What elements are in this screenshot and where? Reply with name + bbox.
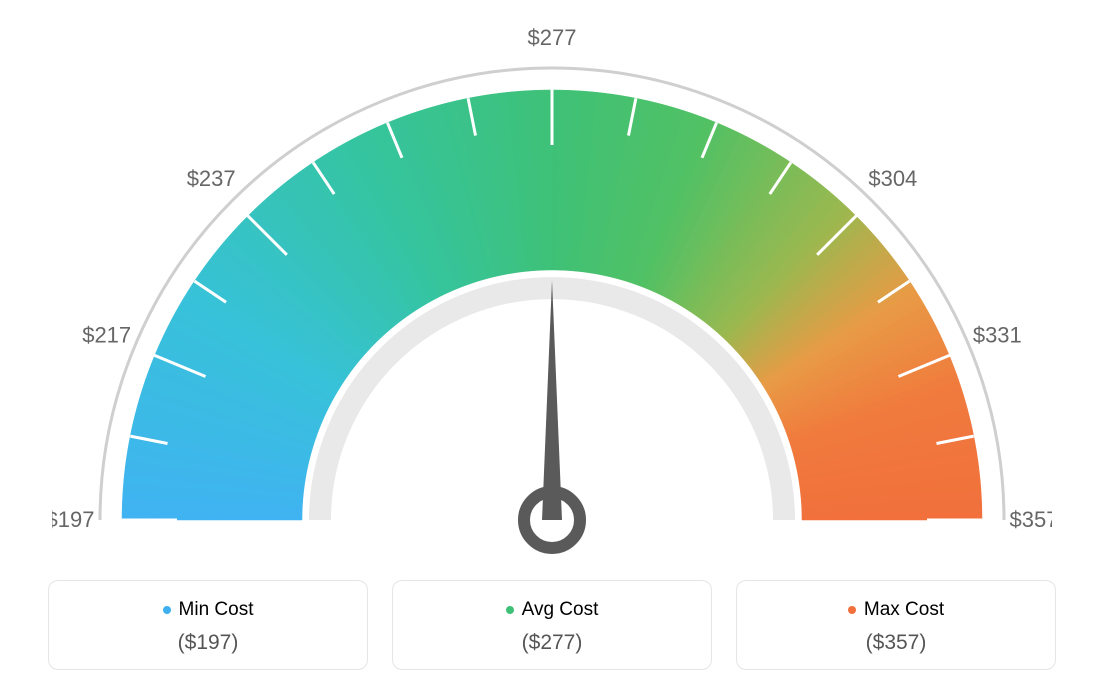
cost-gauge-chart: $197 $217 $237 $277 $304 $331 $357 [52, 20, 1052, 580]
legend-box-avg: Avg Cost ($277) [392, 580, 712, 670]
legend-value-min: ($197) [59, 631, 357, 655]
gauge-svg: $197 $217 $237 $277 $304 $331 $357 [52, 20, 1052, 580]
gauge-tick-label: $197 [52, 507, 94, 532]
gauge-tick-label: $277 [528, 25, 577, 50]
legend-label-max: Max Cost [848, 599, 944, 621]
legend-dot-avg [506, 606, 514, 614]
legend-label-min: Min Cost [163, 599, 254, 621]
legend-dot-min [163, 606, 171, 614]
gauge-tick-label: $217 [82, 323, 131, 348]
legend-box-max: Max Cost ($357) [736, 580, 1056, 670]
gauge-needle [542, 280, 562, 520]
legend-text-min: Min Cost [179, 599, 254, 621]
legend-text-avg: Avg Cost [522, 599, 599, 621]
legend-value-max: ($357) [747, 631, 1045, 655]
legend-box-min: Min Cost ($197) [48, 580, 368, 670]
gauge-tick-label: $304 [868, 166, 917, 191]
legend-value-avg: ($277) [403, 631, 701, 655]
legend-dot-max [848, 606, 856, 614]
legend-label-avg: Avg Cost [506, 599, 599, 621]
gauge-tick-label: $357 [1010, 507, 1052, 532]
legend-row: Min Cost ($197) Avg Cost ($277) Max Cost… [0, 580, 1104, 670]
gauge-tick-label: $237 [187, 166, 236, 191]
legend-text-max: Max Cost [864, 599, 944, 621]
gauge-tick-label: $331 [973, 323, 1022, 348]
